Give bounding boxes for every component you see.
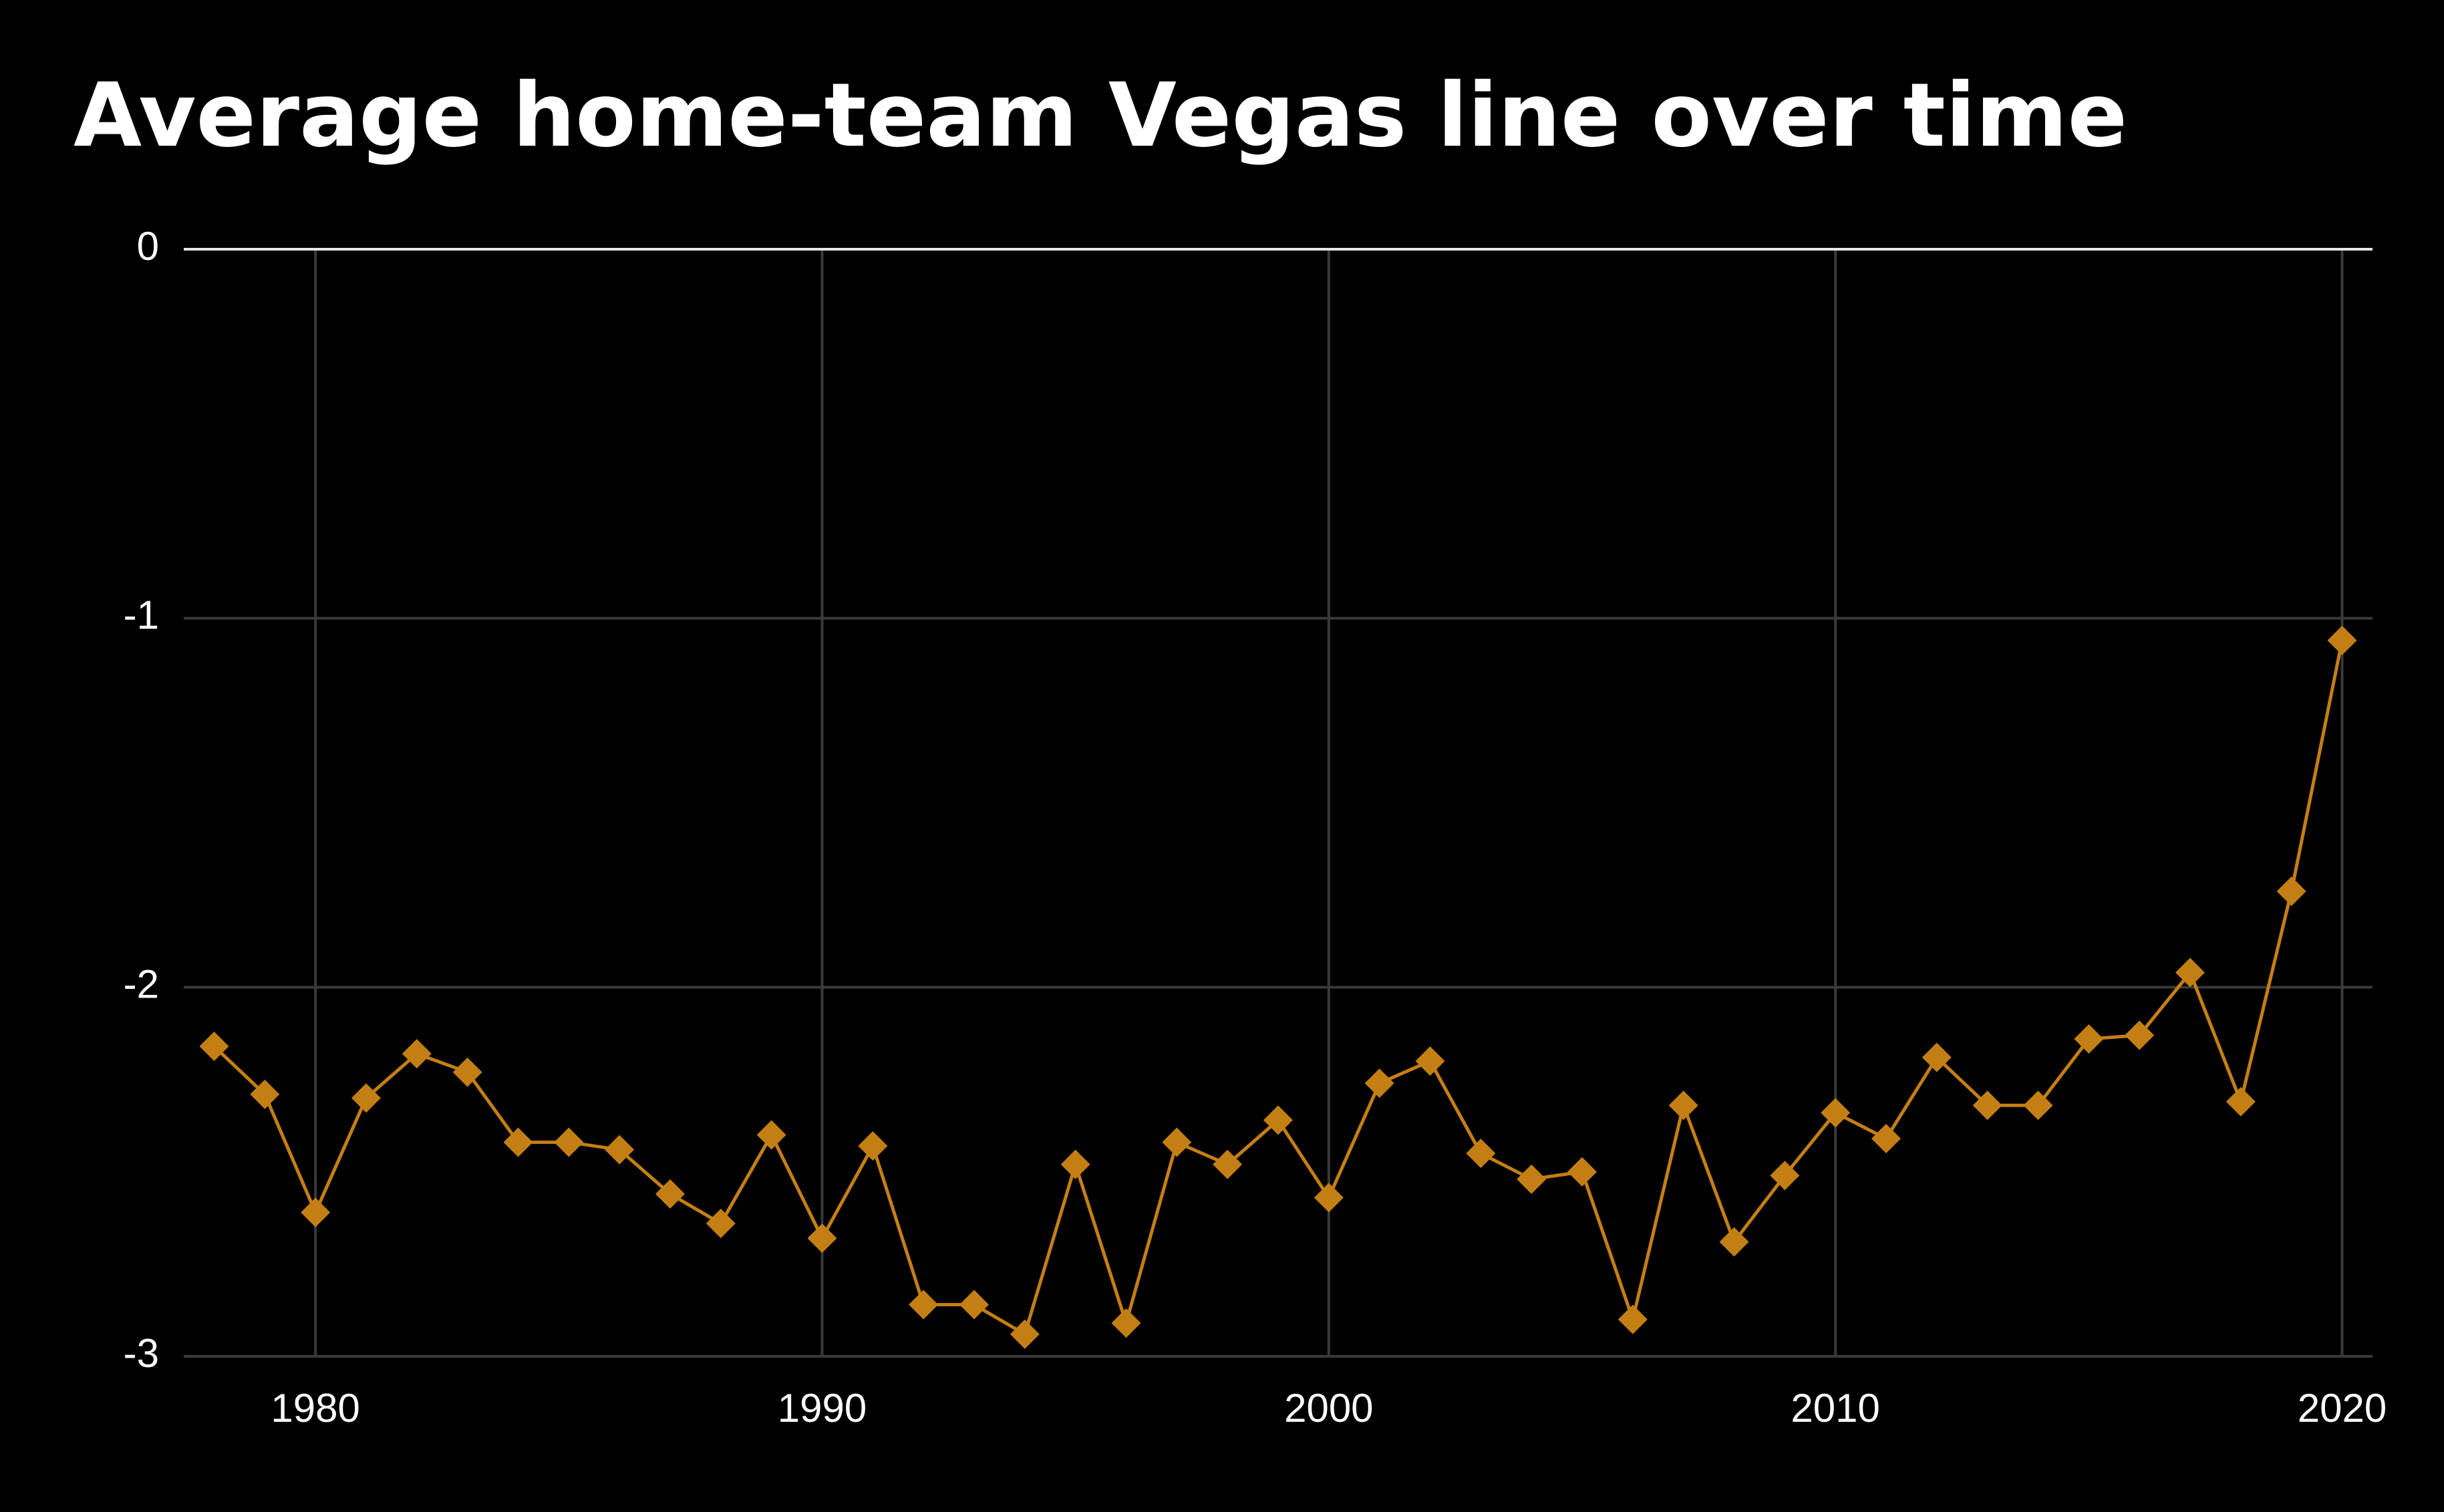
marker — [1972, 1090, 2002, 1120]
marker — [909, 1290, 939, 1320]
marker — [2125, 1020, 2155, 1050]
marker — [2074, 1024, 2104, 1054]
marker — [402, 1039, 432, 1069]
marker — [1162, 1127, 1192, 1157]
marker — [1517, 1164, 1547, 1194]
marker — [2023, 1090, 2053, 1120]
marker — [2276, 877, 2306, 907]
marker — [1922, 1042, 1952, 1072]
marker — [1111, 1308, 1141, 1338]
marker — [1719, 1227, 1749, 1257]
y-tick-label: -2 — [124, 962, 159, 1007]
chart-title: Average home-team Vegas line over time — [73, 64, 2127, 167]
marker — [1466, 1139, 1496, 1169]
marker — [858, 1131, 888, 1161]
y-tick-label: -1 — [124, 593, 159, 637]
marker — [756, 1120, 786, 1150]
marker — [199, 1032, 229, 1062]
marker — [2226, 1086, 2256, 1116]
marker — [605, 1135, 635, 1165]
marker — [1821, 1098, 1851, 1128]
marker — [1871, 1124, 1901, 1154]
marker — [1364, 1068, 1394, 1098]
x-tick-label: 2000 — [1284, 1386, 1373, 1430]
marker — [1213, 1149, 1243, 1179]
marker — [1567, 1157, 1597, 1187]
marker — [2175, 957, 2205, 988]
marker — [1415, 1046, 1445, 1076]
marker — [452, 1057, 482, 1087]
marker — [301, 1197, 331, 1227]
marker — [959, 1290, 989, 1320]
marker — [655, 1179, 685, 1209]
marker — [1770, 1161, 1800, 1191]
marker — [706, 1209, 736, 1239]
marker — [351, 1083, 381, 1113]
y-tick-label: 0 — [137, 224, 159, 269]
x-tick-label: 1990 — [778, 1386, 867, 1430]
marker — [1010, 1319, 1040, 1349]
marker — [1263, 1105, 1293, 1135]
marker — [1314, 1183, 1344, 1213]
marker — [2327, 625, 2357, 655]
y-tick-label: -3 — [124, 1331, 159, 1376]
marker — [503, 1127, 533, 1157]
marker — [1618, 1304, 1648, 1334]
x-tick-label: 2010 — [1791, 1386, 1879, 1430]
x-tick-label: 1980 — [271, 1386, 359, 1430]
marker — [1060, 1149, 1090, 1179]
marker — [1668, 1090, 1698, 1120]
marker — [807, 1223, 837, 1253]
marker — [250, 1079, 280, 1109]
marker — [554, 1127, 584, 1157]
x-tick-label: 2020 — [2298, 1386, 2387, 1430]
